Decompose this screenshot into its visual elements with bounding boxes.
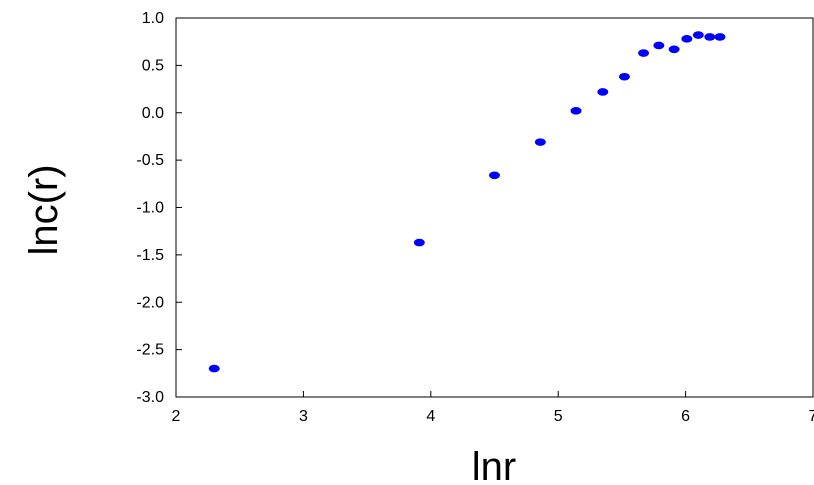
x-tick-label: 5	[554, 408, 563, 425]
x-tick-label: 2	[172, 408, 181, 425]
y-axis-title: lnc(r)	[22, 164, 66, 255]
data-points	[208, 31, 726, 373]
data-point	[413, 238, 425, 247]
data-point	[668, 45, 680, 54]
y-tick-label: -1.0	[136, 200, 164, 217]
data-point	[692, 31, 704, 39]
data-point	[681, 35, 693, 43]
y-tick-label: 0.0	[142, 105, 164, 122]
y-tick-label: 0.5	[142, 57, 164, 74]
x-tick-label: 7	[809, 408, 814, 425]
data-point	[714, 33, 726, 41]
y-tick-label: -2.5	[136, 342, 164, 359]
x-axis-ticks: 2 3 4 5 6 7	[172, 391, 814, 425]
x-tick-label: 3	[299, 408, 308, 425]
data-point	[653, 41, 665, 50]
data-point	[570, 107, 582, 115]
x-tick-label: 4	[426, 408, 435, 425]
x-tick-label: 6	[681, 408, 690, 425]
y-axis-ticks: 1.0 0.5 0.0 -0.5 -1.0 -1.5 -2.0 -2.5 -3.0	[136, 10, 182, 406]
data-point	[208, 364, 220, 373]
data-point	[704, 33, 716, 41]
data-point	[618, 72, 630, 81]
y-tick-label: 1.0	[142, 10, 164, 27]
y-tick-label: -0.5	[136, 152, 164, 169]
y-tick-label: -2.0	[136, 294, 164, 311]
data-point	[534, 138, 546, 146]
y-tick-label: -3.0	[136, 389, 164, 406]
x-axis-title: lnr	[472, 445, 516, 485]
data-point	[489, 171, 500, 180]
plot-frame	[175, 17, 814, 398]
y-tick-label: -1.5	[136, 247, 164, 264]
data-point	[638, 49, 650, 57]
data-point	[597, 88, 609, 96]
